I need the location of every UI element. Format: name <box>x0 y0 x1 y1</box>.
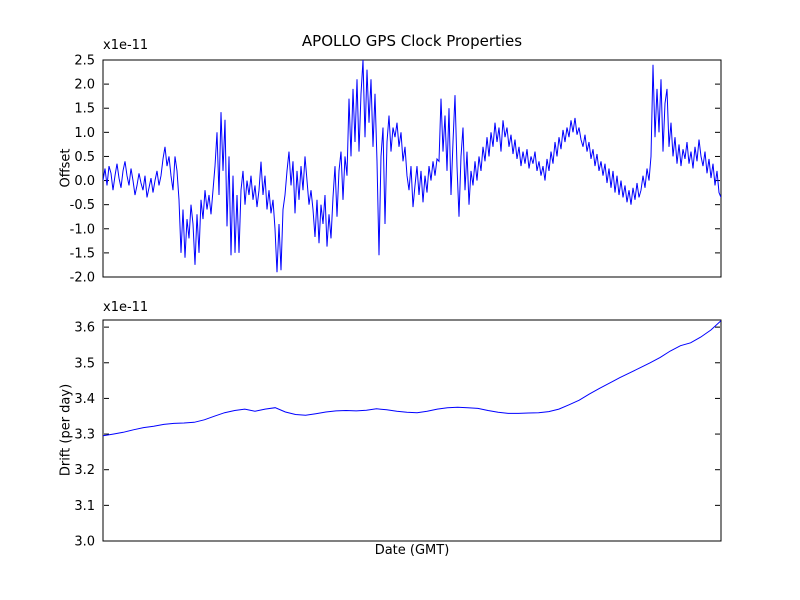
y-tick-label: 3.1 <box>74 499 95 514</box>
y-tick-label: -2.0 <box>70 271 95 286</box>
y-tick-label: 3.2 <box>74 463 95 478</box>
y-tick-label: 0.5 <box>74 150 95 165</box>
drift-line <box>103 320 721 437</box>
y-tick-label: 1.0 <box>74 126 95 141</box>
y-tick-label: 1.5 <box>74 102 95 117</box>
axes-frame <box>102 59 722 278</box>
y-tick-label: 3.6 <box>74 321 95 336</box>
y-tick-label: 3.0 <box>74 535 95 550</box>
offset-scale-label-top: x1e-11 <box>103 38 149 53</box>
y-tick-label: 3.3 <box>74 428 95 443</box>
y-tick-label: 3.4 <box>74 392 95 407</box>
y-tick-label: -0.5 <box>70 198 95 213</box>
y-tick-label: 2.0 <box>74 78 95 93</box>
x-axis-label: Date (GMT) <box>374 543 450 558</box>
chart-title: APOLLO GPS Clock Properties <box>301 32 523 50</box>
y-tick-label: -1.0 <box>70 222 95 237</box>
y-tick-label: -1.5 <box>70 246 95 261</box>
y-tick-label: 0.0 <box>74 174 95 189</box>
offset-line <box>103 60 721 273</box>
axes-frame <box>102 319 722 542</box>
y-tick-label: 2.5 <box>74 54 95 69</box>
y-tick-label: 3.5 <box>74 356 95 371</box>
offset-scale-label-bottom: x1e-11 <box>103 300 149 315</box>
